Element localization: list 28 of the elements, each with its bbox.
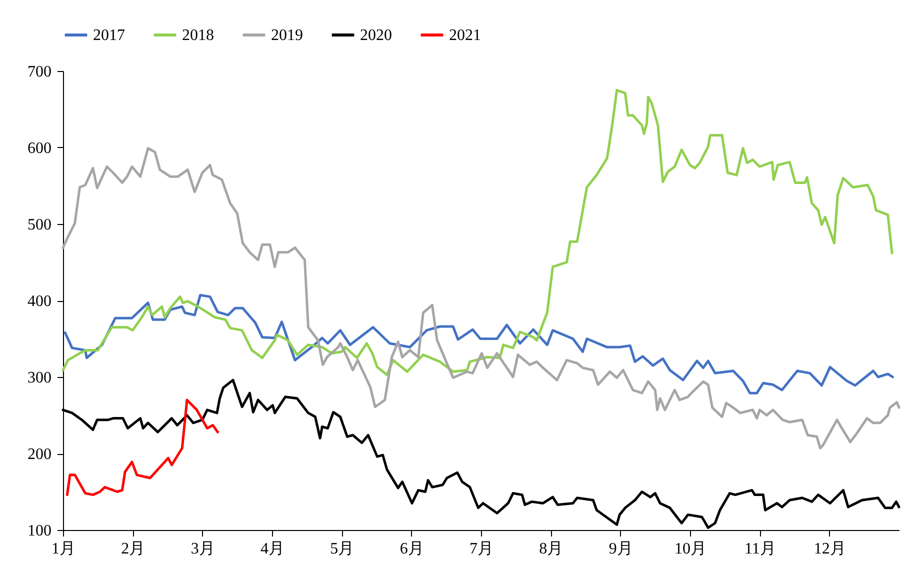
x-tick-label: 10月 — [674, 540, 706, 558]
y-tick-label: 700 — [28, 64, 52, 80]
line-series — [62, 88, 894, 376]
x-tick-label: 4月 — [260, 540, 284, 558]
x-tick-label: 1月 — [52, 540, 76, 558]
x-tick-label: 6月 — [400, 540, 424, 558]
y-tick-label: 400 — [28, 293, 52, 310]
y-tick-label: 300 — [28, 370, 52, 386]
y-tick-label: 600 — [28, 140, 52, 157]
legend-label: 2021 — [449, 27, 481, 44]
line-series — [66, 398, 219, 496]
x-tick-label: 9月 — [608, 540, 633, 558]
y-tick-label: 100 — [28, 522, 52, 540]
legend-label: 2018 — [182, 27, 214, 44]
legend-label: 2020 — [360, 27, 392, 44]
y-tick-label: 500 — [28, 216, 52, 234]
x-tick-label: 8月 — [539, 540, 564, 558]
x-tick-label: 11月 — [744, 540, 776, 558]
line-series — [62, 147, 900, 450]
y-tick-label: 200 — [28, 446, 52, 463]
line-series — [64, 294, 894, 394]
legend-label: 2019 — [271, 27, 303, 44]
x-tick-label: 7月 — [470, 540, 494, 558]
x-tick-label: 12月 — [814, 540, 846, 558]
legend-label: 2017 — [93, 27, 125, 44]
x-tick-label: 3月 — [190, 540, 215, 558]
x-tick-label: 2月 — [121, 540, 146, 558]
x-tick-label: 5月 — [330, 540, 354, 558]
